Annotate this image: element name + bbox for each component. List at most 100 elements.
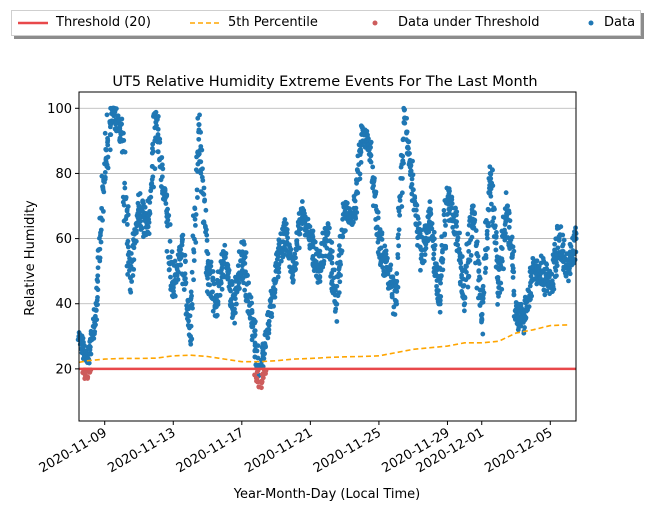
data-point bbox=[353, 215, 359, 221]
data-point bbox=[518, 301, 524, 307]
data-point bbox=[153, 119, 159, 125]
data-point bbox=[276, 269, 282, 275]
data-point bbox=[558, 224, 564, 230]
data-point bbox=[440, 257, 446, 262]
data-point bbox=[296, 245, 302, 251]
data-point bbox=[85, 355, 91, 361]
y-axis-ticks: 20 40 60 80 100 bbox=[47, 102, 79, 377]
data-point bbox=[379, 237, 385, 242]
data-point bbox=[431, 256, 436, 262]
data-point bbox=[275, 274, 281, 280]
y-axis-label: Relative Humidity bbox=[23, 200, 38, 316]
data-point bbox=[230, 302, 235, 308]
data-point bbox=[215, 302, 221, 307]
data-point bbox=[307, 224, 313, 229]
data-point bbox=[95, 273, 101, 279]
data-point bbox=[175, 277, 181, 282]
data-point bbox=[332, 309, 338, 314]
data-point bbox=[179, 237, 185, 242]
data-point bbox=[317, 279, 323, 284]
data-point bbox=[438, 273, 444, 279]
data-point bbox=[292, 251, 298, 257]
data-point bbox=[102, 174, 108, 180]
data-point bbox=[336, 290, 342, 296]
data-point bbox=[406, 139, 412, 145]
data-point bbox=[396, 227, 402, 233]
data-point bbox=[252, 319, 258, 324]
legend: Threshold (20) 5th Percentile Data under… bbox=[11, 10, 641, 36]
data-point bbox=[422, 252, 428, 257]
data-point bbox=[454, 223, 459, 229]
data-point bbox=[461, 302, 467, 308]
data-point bbox=[371, 178, 377, 184]
data-point bbox=[502, 227, 507, 233]
data-point bbox=[510, 244, 516, 250]
data-point bbox=[191, 258, 197, 264]
data-point bbox=[104, 164, 110, 169]
data-point bbox=[242, 287, 248, 293]
data-point bbox=[188, 289, 194, 295]
data-point bbox=[354, 167, 360, 172]
data-point bbox=[477, 292, 483, 298]
data-point bbox=[404, 130, 409, 136]
data-point bbox=[358, 123, 364, 129]
legend-line-icon bbox=[18, 21, 48, 25]
data-point bbox=[372, 193, 378, 199]
data-point bbox=[166, 267, 172, 273]
data-point bbox=[210, 289, 215, 295]
data-point bbox=[135, 200, 141, 206]
data-point bbox=[119, 137, 125, 143]
data-point bbox=[94, 302, 99, 308]
data-point bbox=[492, 225, 498, 231]
data-point bbox=[329, 255, 335, 261]
data-point bbox=[437, 301, 443, 307]
data-points bbox=[75, 105, 579, 391]
data-point bbox=[493, 234, 499, 239]
data-point bbox=[389, 294, 395, 300]
data-point bbox=[195, 195, 200, 200]
data-point bbox=[480, 287, 486, 293]
data-point bbox=[399, 190, 405, 196]
data-point bbox=[392, 312, 398, 317]
data-point bbox=[554, 256, 560, 262]
data-point bbox=[437, 309, 443, 315]
data-point bbox=[198, 167, 204, 173]
data-point bbox=[251, 333, 257, 339]
data-point bbox=[496, 293, 501, 299]
data-point bbox=[236, 280, 242, 286]
data-point bbox=[155, 114, 161, 119]
data-point bbox=[210, 269, 216, 274]
data-point bbox=[163, 201, 169, 206]
data-point bbox=[552, 241, 558, 247]
data-point bbox=[398, 152, 404, 158]
data-point bbox=[293, 255, 298, 261]
legend-label: Data bbox=[604, 15, 636, 30]
data-point bbox=[462, 267, 468, 273]
data-point bbox=[189, 293, 194, 299]
data-point bbox=[484, 228, 490, 234]
legend-item-percentile: 5th Percentile bbox=[188, 14, 318, 32]
data-point bbox=[504, 203, 511, 209]
data-point bbox=[337, 279, 343, 285]
data-point bbox=[431, 229, 437, 235]
data-point bbox=[462, 295, 468, 301]
data-point bbox=[225, 270, 231, 276]
data-point bbox=[278, 258, 284, 264]
data-point bbox=[431, 246, 437, 252]
data-point bbox=[217, 292, 223, 298]
data-point bbox=[466, 248, 472, 254]
data-point bbox=[350, 219, 356, 225]
data-point bbox=[204, 232, 210, 238]
data-point bbox=[105, 138, 111, 143]
data-point bbox=[189, 302, 195, 307]
data-point bbox=[100, 184, 105, 190]
data-point bbox=[193, 239, 199, 245]
data-point bbox=[298, 226, 304, 232]
data-point bbox=[329, 260, 335, 266]
data-point bbox=[467, 258, 473, 263]
data-point bbox=[317, 273, 323, 279]
data-point bbox=[483, 247, 489, 253]
x-tick-label: 2020-11-13 bbox=[105, 425, 178, 476]
data-point bbox=[187, 313, 193, 319]
legend-dot-icon bbox=[372, 20, 378, 26]
